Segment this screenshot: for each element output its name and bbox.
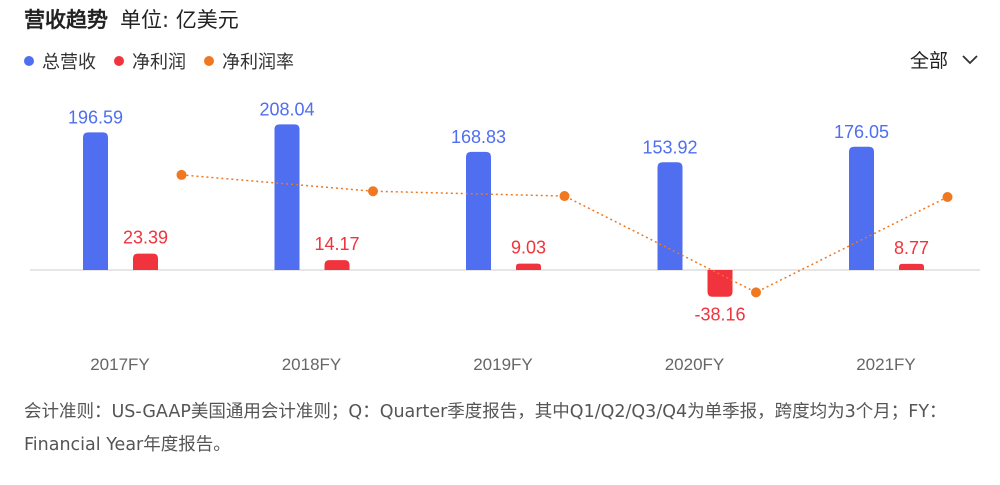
title-text: 营收趋势 — [24, 8, 108, 32]
chevron-down-icon — [962, 54, 978, 65]
net-margin-point — [751, 287, 761, 298]
revenue-bar — [466, 151, 491, 270]
legend-dot-net-margin — [204, 56, 214, 66]
revenue-value-label: 196.59 — [68, 107, 123, 127]
revenue-value-label: 176.05 — [834, 122, 889, 142]
net-profit-value-label: 9.03 — [511, 238, 546, 258]
net-profit-bar — [516, 263, 541, 270]
legend-item-net-margin[interactable]: 净利润率 — [204, 48, 294, 74]
legend-label-revenue: 总营收 — [42, 52, 96, 73]
x-tick-label: 2017FY — [90, 355, 150, 374]
x-tick-label: 2020FY — [665, 355, 725, 374]
legend-dot-revenue — [24, 56, 34, 66]
net-margin-point — [559, 191, 570, 202]
legend-label-net-profit: 净利润 — [132, 52, 186, 73]
legend-label-net-margin: 净利润率 — [222, 52, 294, 73]
net-profit-value-label: 14.17 — [314, 234, 359, 254]
net-profit-value-label: -38.16 — [694, 305, 745, 325]
net-profit-bar — [324, 260, 350, 270]
revenue-value-label: 168.83 — [451, 127, 506, 147]
legend-dot-net-profit — [114, 56, 124, 66]
chart-plot: 196.59 23.39 2017FY 208.04 14.17 2018FY 168.83… — [30, 99, 980, 374]
net-margin-point — [368, 186, 378, 197]
net-profit-value-label: 8.77 — [894, 238, 929, 258]
legend: 总营收 净利润 净利润率 — [24, 48, 294, 74]
filter-label: 全部 — [909, 50, 948, 72]
unit-label: 单位: 亿美元 — [120, 8, 239, 32]
net-profit-value-label: 23.39 — [123, 228, 168, 248]
net-profit-bar — [899, 263, 924, 270]
revenue-bar — [83, 132, 108, 270]
revenue-value-label: 208.04 — [259, 99, 314, 119]
footnote: 会计准则：US-GAAP美国通用会计准则；Q：Quarter季度报告，其中Q1/… — [24, 402, 947, 455]
x-tick-label: 2018FY — [282, 355, 342, 374]
net-profit-bar — [707, 270, 733, 297]
x-tick-label: 2019FY — [473, 355, 533, 374]
filter-dropdown[interactable]: 全部 — [910, 46, 978, 73]
chart-title: 营收趋势 单位: 亿美元 — [24, 4, 239, 34]
revenue-bar — [274, 124, 300, 270]
revenue-bar — [849, 146, 874, 270]
net-margin-point — [942, 192, 953, 202]
x-tick-label: 2021FY — [856, 355, 916, 374]
revenue-bar — [657, 162, 683, 270]
legend-item-net-profit[interactable]: 净利润 — [114, 48, 186, 74]
net-margin-point — [176, 169, 187, 180]
legend-item-revenue[interactable]: 总营收 — [24, 48, 96, 74]
revenue-value-label: 153.92 — [642, 137, 697, 157]
net-profit-bar — [133, 253, 158, 270]
